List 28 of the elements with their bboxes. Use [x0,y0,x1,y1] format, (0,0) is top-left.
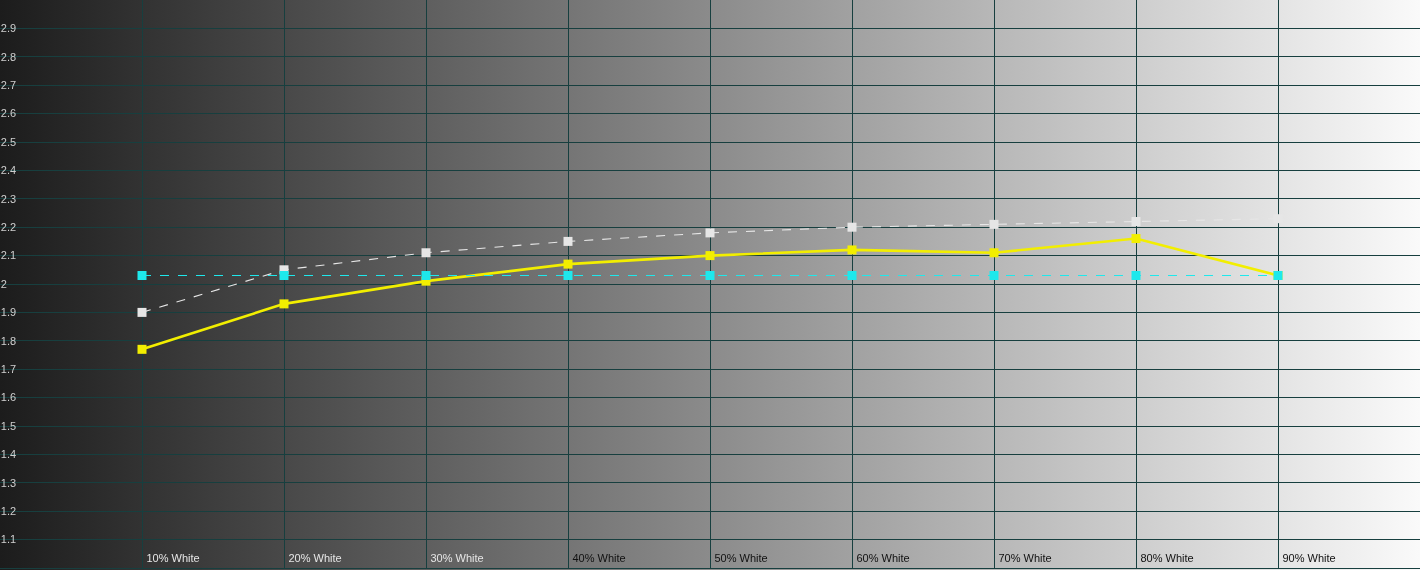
y-tick-label: 1.1 [0,533,17,546]
x-tick-label: 30% White [430,552,484,564]
x-tick-label: 80% White [1140,552,1194,564]
x-tick-label: 70% White [998,552,1052,564]
x-tick-label: 20% White [288,552,342,564]
y-tick-label: 2 [0,277,7,290]
y-tick-label: 2.1 [0,249,17,262]
y-tick-label: 1.4 [0,448,17,461]
y-tick-label: 2.6 [0,107,17,120]
y-tick-label: 1.6 [0,391,17,404]
y-tick-label: 1.8 [0,334,17,347]
y-tick-label: 2.7 [0,79,17,92]
y-tick-label: 1.5 [0,419,17,432]
x-tick-label: 90% White [1282,552,1336,564]
y-tick-label: 2.8 [0,50,17,63]
x-tick-label: 50% White [714,552,768,564]
x-tick-label: 60% White [856,552,910,564]
y-tick-label: 2.4 [0,164,17,177]
y-tick-label: 1.3 [0,476,17,489]
y-tick-label: 1.2 [0,505,17,518]
y-tick-label: 2.5 [0,135,17,148]
x-tick-label: 40% White [572,552,626,564]
y-tick-label: 1.9 [0,306,17,319]
y-tick-label: 2.2 [0,221,17,234]
y-tick-label: 2.3 [0,192,17,205]
y-tick-label: 2.9 [0,22,17,35]
y-tick-label: 1.7 [0,363,17,376]
x-tick-label: 10% White [146,552,200,564]
